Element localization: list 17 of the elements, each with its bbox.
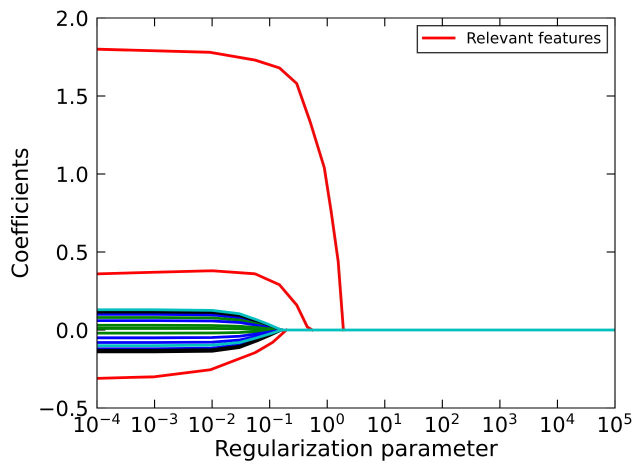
y-tick-label: 0.5 bbox=[56, 244, 87, 260]
y-tick-label: 1.0 bbox=[58, 166, 88, 182]
y-tick-label: 1.5 bbox=[58, 88, 87, 104]
x-tick-label: 10$^{−1}$ bbox=[247, 413, 292, 432]
x-tick-label: 10$^{2}$ bbox=[426, 413, 459, 432]
x-tick-label: 10$^{1}$ bbox=[368, 413, 402, 432]
x-axis-title: Regularization parameter bbox=[216, 439, 498, 461]
legend-label: Relevant features bbox=[468, 32, 601, 44]
y-tick-label: 0.0 bbox=[56, 322, 88, 338]
x-tick-label: 10$^{3}$ bbox=[484, 413, 516, 432]
x-tick-label: 10$^{−3}$ bbox=[132, 413, 178, 432]
x-tick-label: 10$^{0}$ bbox=[311, 413, 344, 432]
x-tick-label: 10$^{4}$ bbox=[541, 413, 574, 432]
x-tick-label: 10$^{−2}$ bbox=[190, 413, 234, 432]
y-tick-label: 2.0 bbox=[57, 10, 88, 26]
x-tick-label: 10$^{5}$ bbox=[598, 413, 632, 432]
y-axis-title: Coefficients bbox=[11, 148, 28, 278]
